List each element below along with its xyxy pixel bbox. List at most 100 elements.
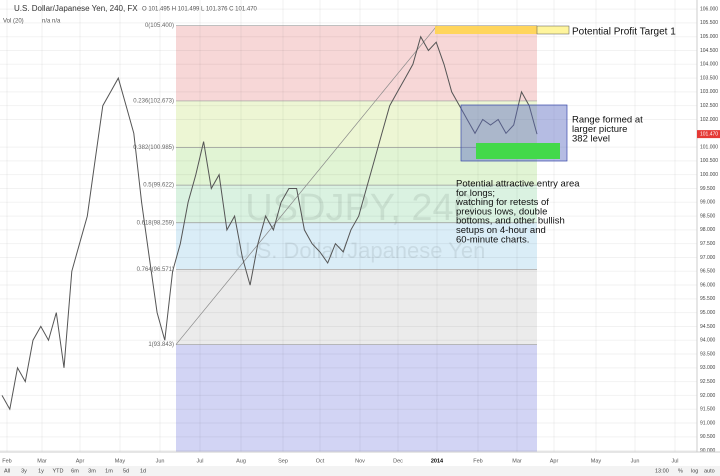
fib-label: 0.5(99.622) bbox=[143, 183, 174, 189]
y-tick-label: 104.000 bbox=[700, 62, 718, 68]
fib-label: 0.764(96.571) bbox=[137, 267, 174, 273]
entry-zone bbox=[476, 143, 560, 159]
x-tick-label: Sep bbox=[278, 458, 288, 464]
annotation-entry: for longs; bbox=[456, 188, 495, 199]
annotation-range: Range formed at bbox=[572, 115, 643, 126]
range-button[interactable]: 6m bbox=[71, 468, 79, 474]
fib-zone bbox=[176, 344, 537, 452]
x-tick-label: Mar bbox=[512, 458, 522, 464]
fib-label: 1(93.843) bbox=[148, 342, 174, 348]
x-tick-label: Feb bbox=[2, 458, 11, 464]
y-tick-label: 99.000 bbox=[700, 200, 716, 206]
fib-label: 0.236(102.673) bbox=[133, 98, 174, 104]
x-tick-label: Aug bbox=[236, 458, 246, 464]
y-tick-label: 95.000 bbox=[700, 310, 716, 316]
annotation-range: 382 level bbox=[572, 134, 610, 145]
y-tick-label: 103.000 bbox=[700, 89, 718, 95]
y-tick-label: 103.500 bbox=[700, 75, 718, 81]
time-label: 13:00 bbox=[655, 468, 669, 474]
annotation-entry: bottoms, and other bullish bbox=[456, 216, 565, 227]
watermark-name: U.S. Dollar/Japanese Yen bbox=[235, 238, 486, 263]
scale-option[interactable]: % bbox=[678, 468, 683, 474]
y-tick-label: 106.000 bbox=[700, 6, 718, 12]
x-tick-label: May bbox=[591, 458, 602, 464]
annotation-entry: 60-minute charts. bbox=[456, 234, 529, 245]
y-tick-label: 94.000 bbox=[700, 338, 716, 344]
volume-value: n/a n/a bbox=[42, 19, 61, 25]
y-tick-label: 95.500 bbox=[700, 296, 716, 302]
y-tick-label: 94.500 bbox=[700, 324, 716, 330]
annotation-entry: Potential attractive entry area bbox=[456, 179, 580, 190]
range-button[interactable]: 1y bbox=[38, 468, 44, 474]
fib-label: 0.382(100.985) bbox=[133, 145, 174, 151]
y-tick-label: 92.500 bbox=[700, 379, 716, 385]
y-tick-label: 102.500 bbox=[700, 103, 718, 109]
x-tick-label: Jun bbox=[156, 458, 165, 464]
y-tick-label: 100.000 bbox=[700, 172, 718, 178]
fib-trend-line bbox=[175, 25, 438, 345]
x-tick-label: Jul bbox=[671, 458, 678, 464]
y-tick-label: 100.500 bbox=[700, 158, 718, 164]
fib-zone bbox=[176, 25, 537, 101]
y-tick-label: 101.000 bbox=[700, 144, 718, 150]
range-button[interactable]: YTD bbox=[53, 468, 64, 474]
x-tick-label: Apr bbox=[76, 458, 85, 464]
toolbar bbox=[0, 466, 720, 476]
x-tick-label: Feb bbox=[473, 458, 482, 464]
y-tick-label: 97.000 bbox=[700, 255, 716, 261]
scale-option[interactable]: auto bbox=[704, 468, 715, 474]
fib-zone bbox=[176, 185, 537, 223]
fib-zone bbox=[176, 222, 537, 270]
profit-target-box bbox=[536, 25, 570, 35]
x-tick-label: Mar bbox=[37, 458, 47, 464]
y-tick-label: 102.000 bbox=[700, 117, 718, 123]
y-tick-label: 104.500 bbox=[700, 48, 718, 54]
fib-zone bbox=[176, 269, 537, 345]
y-tick-label: 90.500 bbox=[700, 434, 716, 440]
range-button[interactable]: All bbox=[4, 468, 10, 474]
y-tick-label: 91.500 bbox=[700, 407, 716, 413]
y-tick-label: 93.500 bbox=[700, 351, 716, 357]
last-price-tag bbox=[697, 130, 720, 139]
y-tick-label: 99.500 bbox=[700, 186, 716, 192]
y-tick-label: 98.000 bbox=[700, 227, 716, 233]
symbol-title: U.S. Dollar/Japanese Yen, 240, FX bbox=[14, 4, 138, 13]
y-tick-label: 92.000 bbox=[700, 393, 716, 399]
annotation-entry: previous lows, double bbox=[456, 206, 547, 217]
y-tick-label: 97.500 bbox=[700, 241, 716, 247]
range-button[interactable]: 5d bbox=[123, 468, 129, 474]
price-axis bbox=[697, 0, 720, 452]
y-tick-label: 93.000 bbox=[700, 365, 716, 371]
range-button[interactable]: 3m bbox=[88, 468, 96, 474]
ohlc: O 101.495 H 101.499 L 101.376 C 101.470 bbox=[142, 7, 258, 13]
fib-label: 0(105.400) bbox=[145, 23, 174, 29]
y-tick-label: 90.000 bbox=[700, 448, 716, 454]
range-button[interactable]: 1d bbox=[140, 468, 146, 474]
y-tick-label: 105.500 bbox=[700, 20, 718, 26]
price-line bbox=[1, 35, 538, 411]
y-tick-label: 105.000 bbox=[700, 34, 718, 40]
scale-option[interactable]: log bbox=[691, 468, 698, 474]
x-tick-label: Nov bbox=[355, 458, 365, 464]
annotation-range: larger picture bbox=[572, 124, 627, 135]
x-tick-label: Apr bbox=[550, 458, 559, 464]
fib-label: 0.618(98.259) bbox=[137, 220, 174, 226]
y-tick-label: 91.000 bbox=[700, 420, 716, 426]
x-tick-label: Dec bbox=[393, 458, 403, 464]
y-tick-label: 96.000 bbox=[700, 282, 716, 288]
last-price-label: 101.470 bbox=[700, 131, 718, 137]
range-button[interactable]: 3y bbox=[21, 468, 27, 474]
profit-target-zone bbox=[435, 26, 537, 34]
watermark-symbol: USDJPY, 240 bbox=[245, 187, 475, 229]
y-tick-label: 96.500 bbox=[700, 269, 716, 275]
annotation-target: Potential Profit Target 1 bbox=[572, 27, 676, 38]
range-button[interactable]: 1m bbox=[105, 468, 113, 474]
annotation-entry: watching for retests of bbox=[455, 197, 549, 208]
volume-label: Vol (20) bbox=[3, 19, 24, 25]
annotation-entry: setups on 4-hour and bbox=[456, 225, 546, 236]
x-tick-label: May bbox=[115, 458, 126, 464]
x-tick-label: Jul bbox=[196, 458, 203, 464]
x-tick-label: Jun bbox=[631, 458, 640, 464]
x-tick-label: Oct bbox=[316, 458, 325, 464]
